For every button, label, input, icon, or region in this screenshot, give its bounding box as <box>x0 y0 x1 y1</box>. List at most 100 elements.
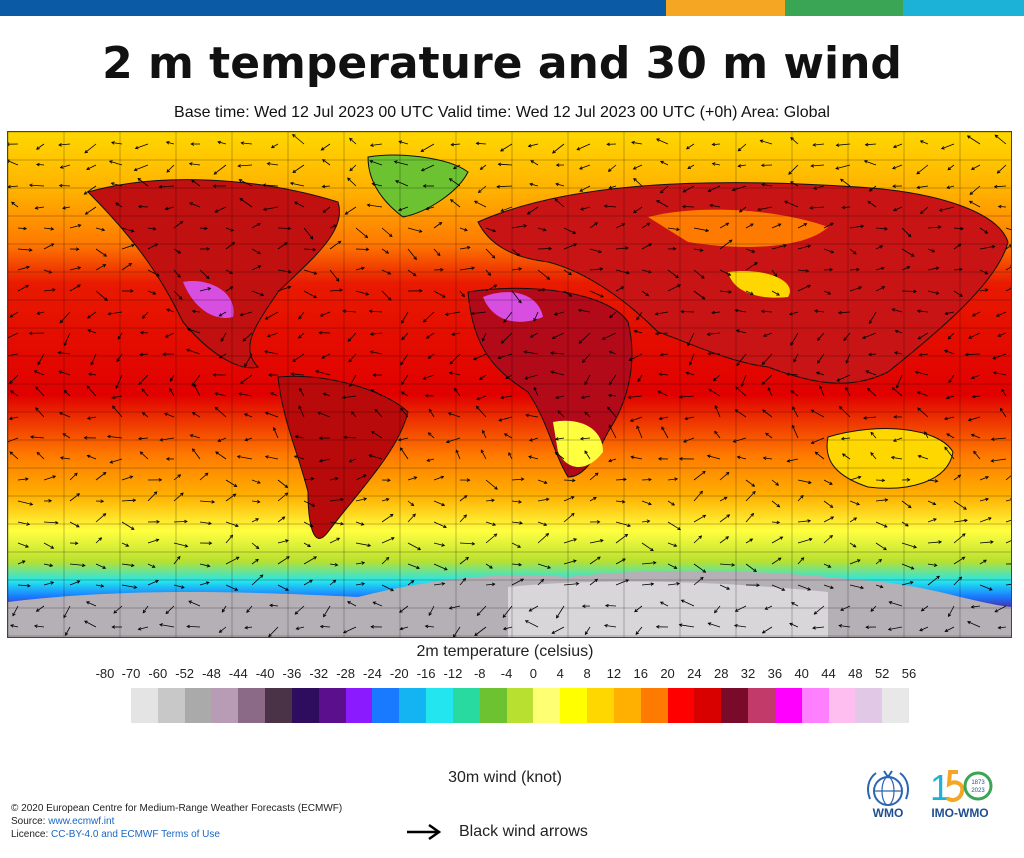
wind-arrow <box>659 352 669 357</box>
wind-arrow <box>251 223 261 229</box>
wind-arrow <box>428 408 435 418</box>
wind-arrow <box>348 353 357 363</box>
wind-arrow <box>734 308 747 313</box>
wind-arrow <box>667 582 681 586</box>
wind-arrow <box>563 496 575 502</box>
wind-arrow <box>95 472 107 481</box>
wind-arrow <box>1005 519 1011 523</box>
wind-arrow <box>329 224 338 229</box>
wind-arrow <box>797 223 808 229</box>
wind-arrow <box>355 497 368 502</box>
wind-arrow <box>838 624 851 628</box>
wind-arrow <box>225 556 240 565</box>
wind-arrow <box>266 162 279 166</box>
wind-arrow <box>629 416 643 422</box>
wind-arrow <box>294 201 305 208</box>
legend-swatch <box>828 688 856 723</box>
temperature-map <box>7 131 1012 638</box>
wind-arrow <box>849 224 865 229</box>
wind-arrow <box>810 409 825 418</box>
wind-arrow <box>59 412 71 418</box>
wind-arrow <box>69 266 82 271</box>
wind-arrow <box>636 425 643 439</box>
wind-arrow <box>875 226 888 231</box>
wind-arrow <box>529 182 539 187</box>
wind-arrow <box>641 542 654 552</box>
wind-arrow <box>59 456 71 460</box>
legend-tick-label: 44 <box>821 666 836 681</box>
wind-arrow <box>887 626 903 631</box>
wind-arrow <box>711 310 721 315</box>
wind-arrow <box>503 433 513 439</box>
wind-arrow <box>173 542 189 548</box>
wind-arrow <box>784 200 799 208</box>
wind-arrow <box>578 332 591 344</box>
wind-arrow <box>584 626 591 636</box>
wind-arrow <box>511 267 523 271</box>
wind-arrow <box>239 311 253 317</box>
wind-arrow <box>445 437 461 444</box>
wind-arrow <box>69 541 79 545</box>
wind-arrow <box>371 182 383 187</box>
wind-arrow <box>901 542 917 549</box>
wind-arrow <box>1005 563 1011 565</box>
wind-arrow <box>790 390 799 397</box>
wind-arrow <box>399 626 409 631</box>
source-link[interactable]: www.ecmwf.int <box>48 816 115 827</box>
wind-arrow <box>927 479 939 483</box>
wind-arrow <box>199 247 211 251</box>
wind-arrow <box>809 206 825 210</box>
wind-arrow <box>277 226 292 231</box>
wind-arrow <box>771 500 781 508</box>
wind-arrow <box>550 370 565 376</box>
wind-arrow <box>303 477 315 481</box>
wind-arrow <box>709 203 721 208</box>
wind-arrow <box>953 226 964 231</box>
wind-arrow <box>719 290 733 294</box>
wind-arrow <box>147 579 159 586</box>
wind-arrow <box>875 584 884 589</box>
wind-arrow <box>121 542 130 547</box>
wind-arrow <box>637 374 643 383</box>
wind-arrow <box>615 521 631 528</box>
wind-arrow <box>65 626 71 636</box>
wind-arrow <box>139 451 149 460</box>
wind-arrow <box>407 500 415 507</box>
wind-arrow <box>916 185 929 190</box>
wind-arrow <box>901 289 918 294</box>
wind-arrow <box>641 222 651 229</box>
wind-arrow <box>166 164 175 173</box>
wind-arrow <box>225 493 237 502</box>
wind-arrow <box>344 206 357 215</box>
wind-arrow <box>59 311 71 324</box>
wind-arrow <box>212 184 226 188</box>
wind-arrow <box>813 185 825 190</box>
legend-swatch <box>131 688 158 723</box>
wind-arrow <box>551 626 565 634</box>
wind-arrow <box>762 409 773 418</box>
wind-arrow <box>511 477 525 482</box>
wind-arrow <box>485 582 496 587</box>
wind-arrow <box>581 353 591 363</box>
wind-arrow <box>761 183 773 187</box>
wind-arrow <box>576 143 591 151</box>
wind-arrow <box>173 248 182 254</box>
licence-link[interactable]: CC-BY-4.0 and ECMWF Terms of Use <box>51 829 220 840</box>
wind-arrow <box>141 388 149 397</box>
wind-arrow <box>714 430 721 439</box>
wind-arrow <box>121 475 134 481</box>
wind-arrow <box>790 137 799 145</box>
wind-arrow <box>527 143 539 148</box>
wind-arrow <box>875 478 886 483</box>
wind-arrow <box>294 605 305 615</box>
wind-arrow <box>745 512 755 523</box>
wind-arrow <box>329 269 340 282</box>
wind-arrow <box>763 332 773 337</box>
wind-arrow <box>1005 540 1011 544</box>
wind-arrow <box>459 495 468 502</box>
wind-arrow <box>133 164 149 172</box>
wind-arrow <box>678 457 695 461</box>
wind-arrow <box>641 561 657 565</box>
wind-arrow <box>680 309 695 314</box>
wind-arrow <box>277 285 292 292</box>
